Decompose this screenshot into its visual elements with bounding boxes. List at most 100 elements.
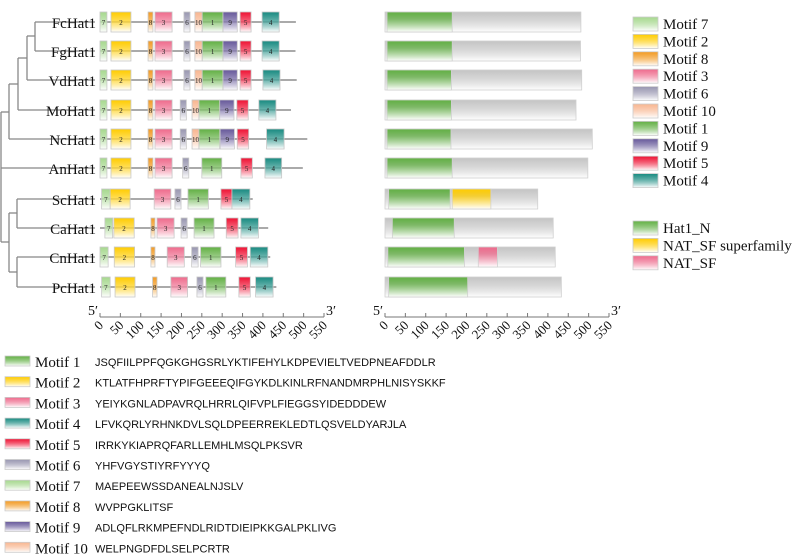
motif-number: 8: [151, 225, 155, 233]
motif-number: 7: [102, 107, 106, 115]
motif-3-box: [153, 188, 172, 210]
motif-number: 5: [245, 165, 249, 173]
motif-1-box: [200, 246, 222, 268]
motif-sequence-legend: Motif 1 JSQFIILPPFQGKGHGSRLYKTIFEHYLKDPEV…: [4, 355, 446, 557]
legend-item: Motif 10: [632, 103, 716, 120]
motif-7-box: [99, 246, 109, 268]
legend-item: Motif 6: [632, 86, 709, 103]
motif-sequence: LFVKQRLYRHNKDVLSQLDPEERREKLEDTLQSVELDYAR…: [95, 419, 407, 431]
motif-4-box: [261, 11, 280, 33]
motif-5-box: [239, 69, 252, 91]
motif-number: 2: [119, 77, 123, 85]
motif-5-box: [239, 11, 252, 33]
motif-9-box: [222, 11, 238, 33]
legend-item: Hat1_N: [632, 220, 711, 237]
motif-number: 8: [149, 19, 153, 27]
gene-name: ScHat1: [52, 193, 96, 209]
legend-label: Motif 6: [663, 87, 709, 103]
motif-5-box: [239, 40, 252, 62]
legend-label: Motif 7: [663, 17, 709, 33]
motif-number: 8: [153, 284, 157, 292]
motif-7-box: [99, 157, 108, 179]
motif-2-box: [110, 40, 132, 62]
motif-6-box: [183, 69, 191, 91]
legend-label: Motif 9: [35, 521, 80, 537]
motif-number: 6: [176, 196, 180, 204]
gene-row: ScHat1 7 2 3 6 1 5 4: [52, 188, 253, 210]
legend-label: Motif 8: [35, 500, 80, 516]
legend-label: Motif 2: [663, 34, 708, 50]
motif-number: 7: [102, 77, 106, 85]
motif-3-box: [154, 99, 173, 121]
motif-6-box: [179, 128, 187, 150]
domain-hat1-n: [391, 217, 455, 239]
motif-5-box: [235, 246, 248, 268]
motif-number: 8: [149, 48, 153, 56]
motif-number: 1: [211, 19, 215, 27]
motif-number: 6: [185, 19, 189, 27]
motif-number: 7: [104, 284, 108, 292]
sequence-legend-item: Motif 10 WELPNGDFDLSELPCRTR: [4, 541, 230, 557]
motif-6-box: [179, 99, 187, 121]
motif-number: 5: [241, 136, 245, 144]
tick-label: 50: [107, 318, 127, 338]
legend-swatch: [632, 237, 659, 253]
gene-row: NcHat1 7 2 8 3 6 10 1 9 5 4: [49, 128, 308, 150]
domain-row: [384, 217, 554, 239]
motif-number: 4: [274, 136, 278, 144]
legend-label: Motif 10: [663, 104, 716, 120]
gene-name: MoHat1: [46, 104, 96, 120]
motif-number: 2: [119, 107, 123, 115]
motif-number: 1: [210, 165, 214, 173]
motif-number: 1: [196, 196, 200, 204]
legend-label: Motif 1: [663, 121, 708, 137]
three-prime-label: 3′: [611, 304, 621, 319]
legend-item: Motif 5: [632, 155, 708, 172]
motif-number: 1: [211, 77, 215, 85]
three-prime-label: 3′: [326, 304, 336, 319]
legend-swatch: [632, 255, 659, 271]
motif-9-box: [219, 99, 235, 121]
motif-number: 4: [239, 196, 243, 204]
sequence-legend-item: Motif 9 ADLQFLRKMPEFNDLRIDTDIEIPKKGALPKLI…: [4, 521, 336, 537]
motif-number: 7: [102, 165, 106, 173]
motif-3-box: [154, 157, 173, 179]
gene-name: VdHat1: [49, 74, 97, 90]
legend-item: Motif 9: [632, 138, 708, 155]
motif-3-box: [154, 11, 173, 33]
tick-label: 50: [392, 318, 412, 338]
domain-row: [384, 188, 539, 210]
motif-1-box: [198, 128, 221, 150]
motif-number: 2: [119, 136, 123, 144]
motif-1-box: [201, 157, 223, 179]
sequence-legend-item: Motif 3 YEIYKGNLADPAVRQLHRRLQIFVPLFIEGGSY…: [4, 396, 387, 412]
motif-number: 9: [228, 48, 232, 56]
motif-6-box: [183, 40, 191, 62]
motif-number: 3: [162, 48, 166, 56]
motif-number: 2: [119, 165, 123, 173]
motif-number: 6: [182, 225, 186, 233]
legend-swatch: [4, 376, 31, 388]
motif-number: 4: [270, 77, 274, 85]
motif-number: 10: [192, 136, 200, 144]
sequence-legend-item: Motif 5 IRRKYKIAPRQFARLLEMHLMSQLPKSVR: [4, 438, 303, 454]
sequence-legend-item: Motif 4 LFVKQRLYRHNKDVLSQLDPEERREKLEDTLQS…: [4, 417, 407, 433]
motif-number: 2: [119, 48, 123, 56]
motif-6-box: [174, 188, 182, 210]
domain-row: [384, 69, 583, 91]
legend-label: Motif 8: [663, 52, 708, 68]
motif-number: 9: [228, 77, 232, 85]
motif-sequence: YEIYKGNLADPAVRQLHRRLQIFVPLFIEGGSYIDEDDDE…: [95, 398, 387, 410]
legend-swatch: [4, 438, 31, 450]
domain-hat1-n: [386, 69, 452, 91]
legend-label: Motif 3: [35, 396, 80, 412]
legend-swatch: [632, 51, 659, 67]
domain-row: [384, 246, 556, 268]
motif-number: 4: [257, 254, 261, 262]
five-prime-label: 5′: [373, 304, 383, 319]
motif-8-box: [147, 157, 154, 179]
gene-name: PcHat1: [52, 281, 96, 297]
motif-number: 5: [244, 19, 248, 27]
five-prime-label: 5′: [88, 304, 98, 319]
